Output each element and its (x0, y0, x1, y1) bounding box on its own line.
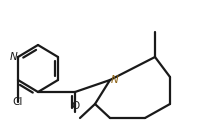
Text: Cl: Cl (13, 97, 23, 107)
Text: O: O (71, 101, 79, 111)
Text: N: N (9, 52, 17, 62)
Text: N: N (111, 75, 119, 85)
